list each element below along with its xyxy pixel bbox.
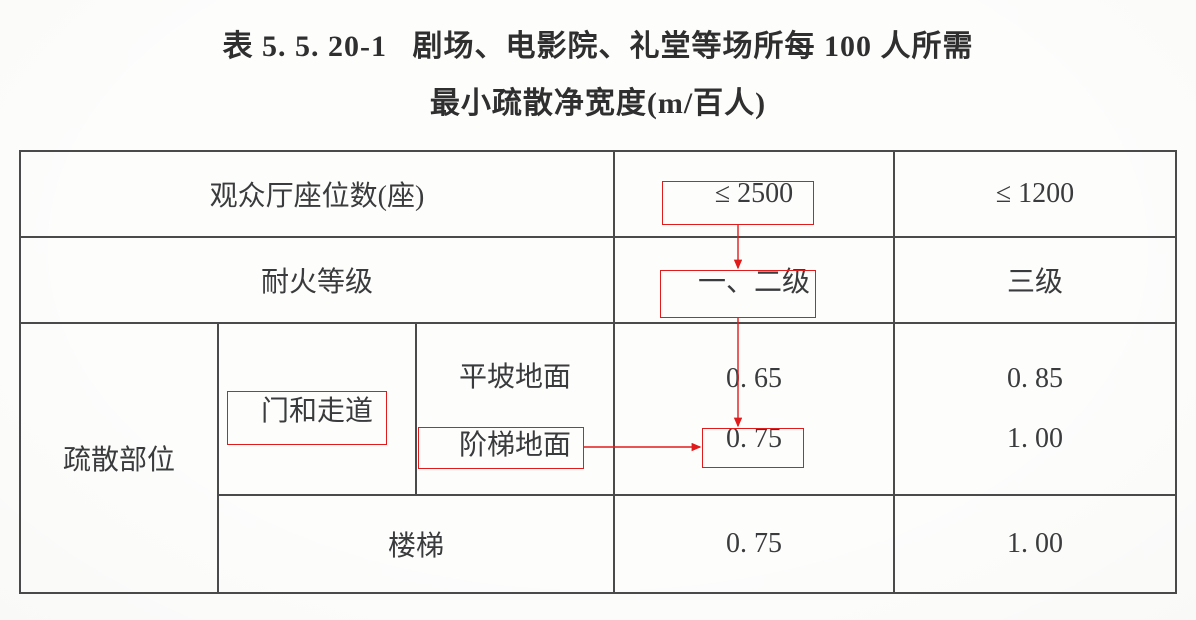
- stairs-col2: 1. 00: [894, 495, 1176, 593]
- fire-grade-col1: 一、二级: [614, 237, 894, 323]
- door-col2-values: 0. 85 1. 00: [894, 323, 1176, 495]
- caption-prefix: 表 5. 5. 20-1: [223, 30, 388, 63]
- seats-col2-value: ≤ 1200: [996, 178, 1074, 209]
- stairs-col1: 0. 75: [614, 495, 894, 593]
- floor-type-cell: 平坡地面 阶梯地面: [416, 323, 614, 495]
- evac-part-label: 疏散部位: [20, 323, 218, 593]
- step-c2-value: 1. 00: [895, 423, 1175, 455]
- caption-line1: 剧场、电影院、礼堂等场所每 100 人所需: [413, 30, 974, 63]
- stairs-label: 楼梯: [218, 495, 614, 593]
- stairs-c2-value: 1. 00: [1007, 528, 1063, 559]
- step-c1-value: 0. 75: [615, 423, 893, 455]
- page-root: 表 5. 5. 20-1 剧场、电影院、礼堂等场所每 100 人所需 最小疏散净…: [0, 0, 1196, 620]
- step-floor-label: 阶梯地面: [417, 423, 613, 463]
- seats-col1: ≤ 2500: [614, 151, 894, 237]
- fire-grade-col2: 三级: [894, 237, 1176, 323]
- body-row-door-corridor: 疏散部位 门和走道 平坡地面 阶梯地面 0. 65 0. 75 0. 85 1.…: [20, 323, 1176, 495]
- header-row-fire-grade: 耐火等级 一、二级 三级: [20, 237, 1176, 323]
- seats-col1-value: ≤ 2500: [715, 178, 793, 209]
- header-row-seats: 观众厅座位数(座) ≤ 2500 ≤ 1200: [20, 151, 1176, 237]
- seats-label: 观众厅座位数(座): [20, 151, 614, 237]
- door-col1-values: 0. 65 0. 75: [614, 323, 894, 495]
- seats-col2: ≤ 1200: [894, 151, 1176, 237]
- door-corridor-label: 门和走道: [218, 323, 416, 495]
- stairs-c1-value: 0. 75: [726, 528, 782, 559]
- flat-c1-value: 0. 65: [615, 363, 893, 395]
- evacuation-width-table: 观众厅座位数(座) ≤ 2500 ≤ 1200 耐火等级 一、二级 三级 疏散部…: [19, 150, 1177, 594]
- flat-floor-label: 平坡地面: [417, 355, 613, 395]
- caption-line2: 最小疏散净宽度(m/百人): [0, 75, 1196, 132]
- flat-c2-value: 0. 85: [895, 363, 1175, 395]
- table-caption: 表 5. 5. 20-1 剧场、电影院、礼堂等场所每 100 人所需 最小疏散净…: [0, 18, 1196, 132]
- fire-grade-label: 耐火等级: [20, 237, 614, 323]
